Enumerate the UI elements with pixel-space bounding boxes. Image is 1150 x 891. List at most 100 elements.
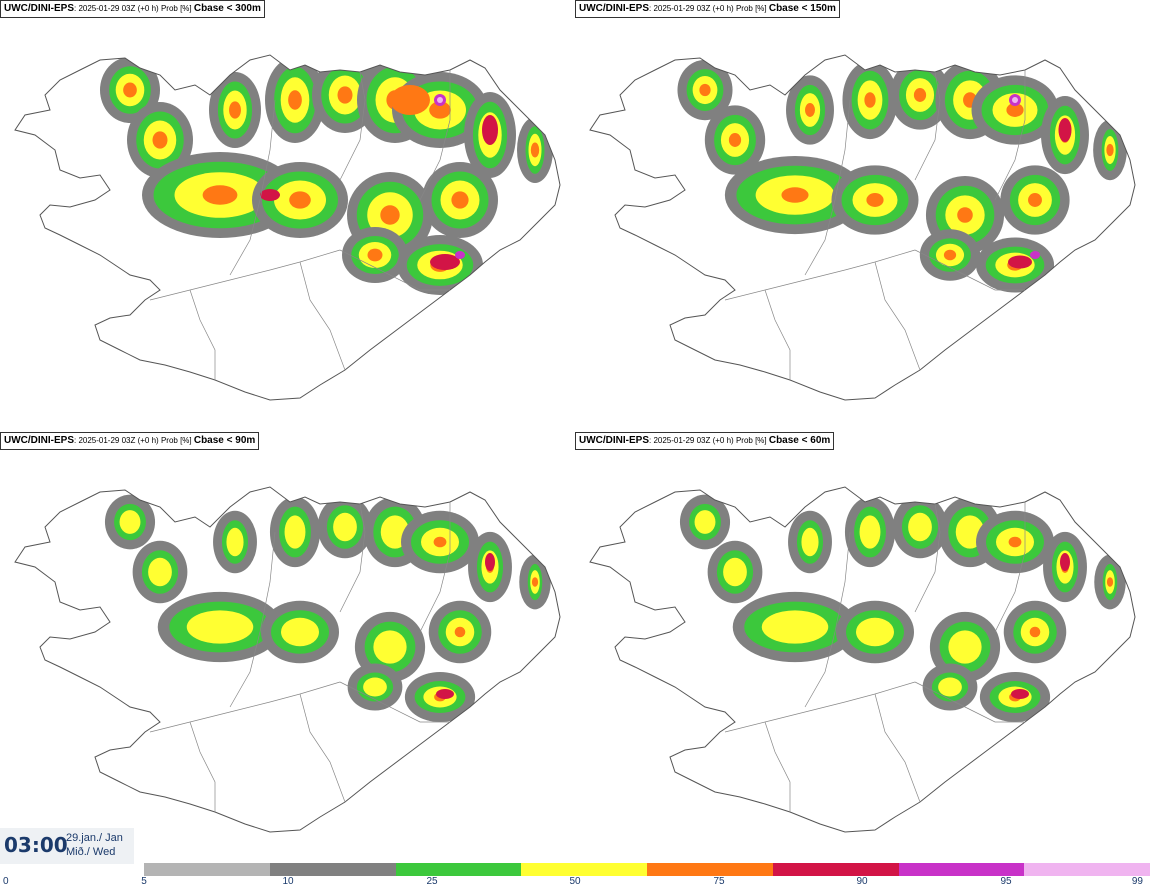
probability-area [390,85,430,115]
legend-tick-label: 99 [1131,876,1143,887]
region-boundary [229,531,276,708]
probability-area [1106,577,1114,587]
region-boundary [299,261,346,371]
threshold-label: Cbase < 300m [193,3,261,14]
probability-area [723,557,747,587]
probability-area [226,527,244,557]
probability-area [761,610,829,644]
probability-area [454,626,466,638]
legend-swatch [269,863,396,876]
region-boundary [914,681,1025,723]
probability-area [866,193,884,207]
probability-field [677,59,1127,293]
probability-area [728,133,742,147]
probability-area [229,101,241,119]
panel-title: UWC/DINI-EPS: 2025-01-29 03Z (+0 h) Prob… [0,0,265,18]
probability-area [1106,143,1114,157]
probability-area [485,553,495,571]
probability-field [100,57,553,295]
probability-area [781,187,809,203]
probability-area [1008,255,1032,269]
valid-time: 03:00 [4,833,68,857]
probability-field [104,494,551,723]
legend-swatch [772,863,899,876]
legend-swatch [898,863,1025,876]
probability-area [186,610,254,644]
region-boundary [994,502,1026,633]
legend-swatch [521,863,647,876]
region-boundary [189,721,216,812]
probability-area [436,689,454,699]
region-boundary [419,502,451,633]
iceland-map [14,486,561,833]
map-panel-300m: UWC/DINI-EPS: 2025-01-29 03Z (+0 h) Prob… [0,0,575,430]
legend-tick-label: 90 [856,876,868,887]
legend-tick-label: 75 [713,876,725,887]
probability-area [288,90,302,110]
source-label: UWC/DINI-EPS [579,435,649,446]
map-panel-90m: UWC/DINI-EPS: 2025-01-29 03Z (+0 h) Prob… [0,432,575,862]
probability-area [1008,536,1022,548]
coastline [589,54,1136,401]
region-boundary [339,71,366,181]
probability-area [1058,118,1072,142]
region-boundary [874,693,921,803]
probability-area [1060,553,1070,571]
legend-ticks: 0 5 10 25 50 75 90 95 99 [0,876,1150,890]
probability-area [1028,193,1042,207]
probability-area [337,86,353,104]
source-label: UWC/DINI-EPS [4,3,74,14]
legend-swatch [647,863,773,876]
map-panel-60m: UWC/DINI-EPS: 2025-01-29 03Z (+0 h) Prob… [575,432,1150,862]
probability-area [913,88,927,102]
color-legend [144,863,1150,876]
probability-area [482,115,498,145]
region-boundary [419,70,451,201]
legend-tick-label: 5 [141,876,147,887]
probability-field [679,494,1126,723]
panel-title: UWC/DINI-EPS: 2025-01-29 03Z (+0 h) Prob… [0,432,260,450]
coastline [589,486,1136,833]
region-boundary [229,99,276,276]
region-boundary [804,531,851,708]
legend-tick-label: 0 [3,876,9,887]
region-boundary [804,99,851,276]
map-panel-150m: UWC/DINI-EPS: 2025-01-29 03Z (+0 h) Prob… [575,0,1150,430]
probability-area [455,251,465,259]
probability-area [948,630,982,664]
probability-area [430,254,460,270]
legend-swatch [395,863,522,876]
probability-area [957,207,973,223]
probability-area [451,191,469,209]
probability-area [123,82,137,98]
probability-area [699,83,711,97]
probability-area [908,512,932,542]
panel-title: UWC/DINI-EPS: 2025-01-29 03Z (+0 h) Prob… [575,0,840,18]
date-line-1: 29.jan./ Jan [66,832,123,844]
probability-area [864,92,876,108]
region-boundary [189,289,216,380]
probability-area [531,577,539,587]
region-boundary [149,249,341,301]
iceland-map [589,486,1136,833]
probability-area [1029,626,1041,638]
probability-area [859,515,881,549]
probability-area [373,630,407,664]
probability-area [284,515,306,549]
panel-title: UWC/DINI-EPS: 2025-01-29 03Z (+0 h) Prob… [575,432,835,450]
region-boundary [914,71,941,181]
source-label: UWC/DINI-EPS [579,3,649,14]
probability-area [429,101,451,119]
probability-area [1006,103,1024,117]
region-boundary [764,721,791,812]
probability-area [437,97,443,103]
region-boundary [764,289,791,380]
legend-tick-label: 10 [282,876,294,887]
probability-area [801,527,819,557]
probability-area [943,249,957,261]
region-boundary [339,503,366,613]
probability-area [367,248,383,262]
coastline [14,54,561,401]
region-boundary [914,249,1025,291]
probability-area [119,510,141,534]
